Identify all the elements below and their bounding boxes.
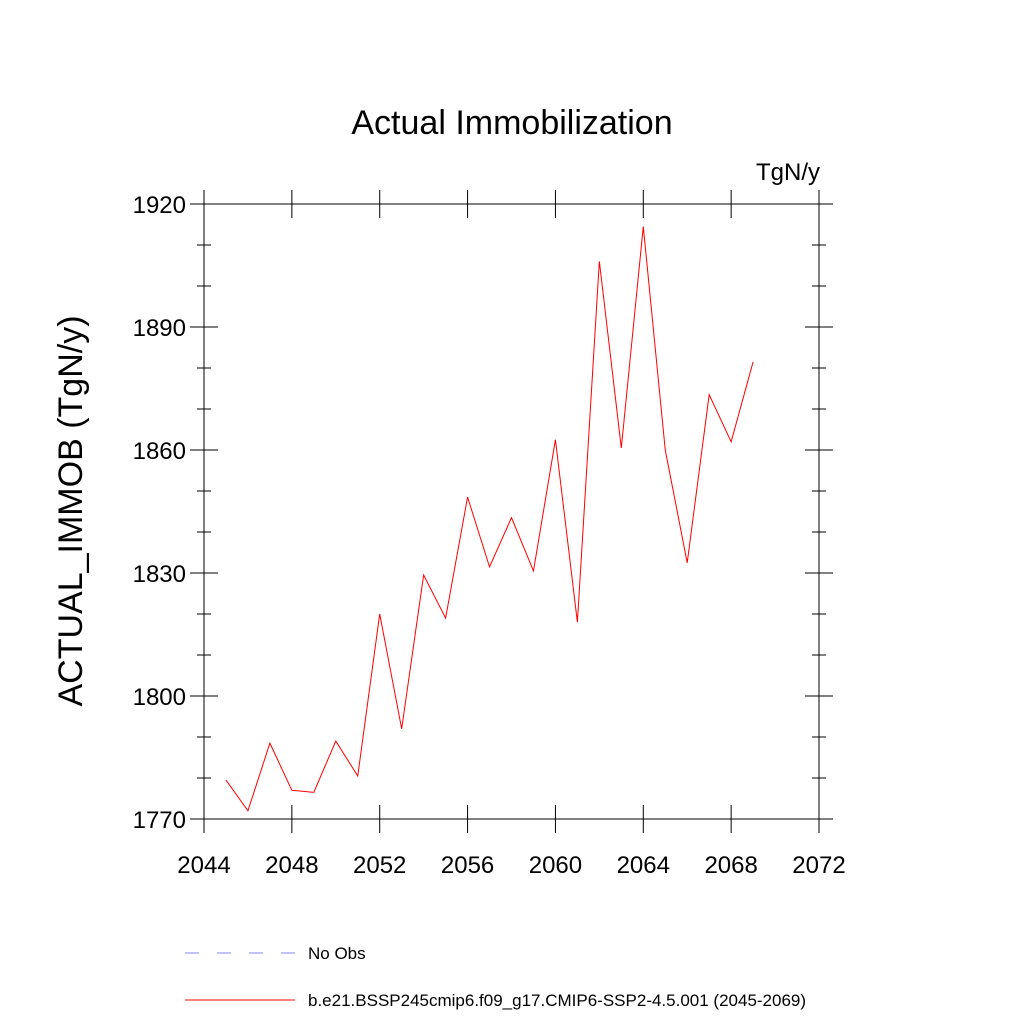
- y-tick-label: 1890: [133, 315, 186, 342]
- series-line-0: [225, 226, 754, 812]
- legend-label-no-obs: No Obs: [308, 944, 366, 963]
- x-tick-label: 2072: [792, 852, 845, 879]
- plot-frame: [203, 203, 820, 820]
- y-tick-label: 1830: [133, 561, 186, 588]
- x-tick-label: 2048: [265, 852, 318, 879]
- y-tick-label: 1860: [133, 438, 186, 465]
- axis-ticks: [190, 190, 833, 833]
- data-series: [225, 226, 754, 812]
- x-tick-label: 2056: [441, 852, 494, 879]
- x-tick-label: 2068: [704, 852, 757, 879]
- x-tick-label: 2052: [353, 852, 406, 879]
- x-tick-label: 2064: [617, 852, 670, 879]
- y-tick-label: 1770: [133, 807, 186, 834]
- axis-tick-labels: 1770 1800 1830 1860 1890 1920 2044 2048 2052 2056…: [133, 192, 846, 879]
- x-tick-label: 2044: [177, 852, 230, 879]
- legend-label-model: b.e21.BSSP245cmip6.f09_g17.CMIP6-SSP2-4.…: [308, 991, 806, 1010]
- y-axis-label: ACTUAL_IMMOB (TgN/y): [52, 315, 90, 706]
- units-label: TgN/y: [756, 159, 820, 186]
- y-tick-label: 1800: [133, 684, 186, 711]
- y-tick-label: 1920: [133, 192, 186, 219]
- legend: No Obs b.e21.BSSP245cmip6.f09_g17.CMIP6-…: [185, 944, 806, 1010]
- chart-title: Actual Immobilization: [351, 104, 672, 142]
- x-tick-label: 2060: [529, 852, 582, 879]
